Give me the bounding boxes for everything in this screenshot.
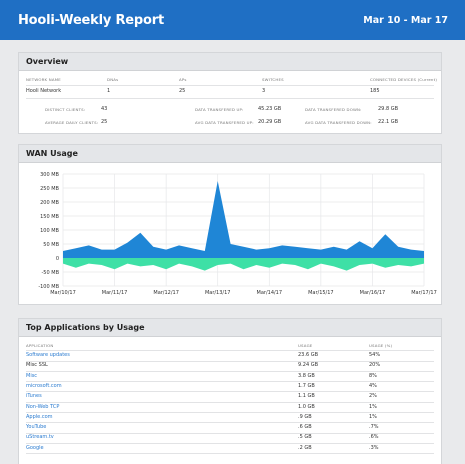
- stat-value-distinct-clients: 43: [101, 106, 108, 112]
- y-tick-label: 200 MB: [40, 200, 59, 206]
- stat-label-avg-data-down: AVG DATA TRANSFERED DOWN:: [305, 120, 372, 125]
- app-usage: 1.0 GB: [298, 403, 315, 410]
- col-switches: SWITCHES: [262, 77, 284, 82]
- apps-header-divider: [26, 350, 434, 351]
- app-usage-pct: 1%: [369, 403, 377, 410]
- overview-divider: [26, 85, 434, 86]
- col-usage: USAGE: [298, 343, 313, 348]
- report-header: Hooli-Weekly Report Mar 10 - Mar 17: [0, 0, 465, 40]
- wan-usage-card: WAN Usage 300 MB 250 MB 200 MB 150 MB 100 MB…: [18, 144, 442, 305]
- date-range: Mar 10 - Mar 17: [363, 14, 448, 26]
- overview-card: Overview NETWORK NAME DNAs APs SWITCHES …: [18, 52, 442, 134]
- app-usage: .5 GB: [298, 434, 312, 441]
- app-usage-pct: 1%: [369, 413, 377, 420]
- stat-value-data-up: 45.23 GB: [258, 106, 282, 112]
- col-aps: APs: [179, 77, 187, 82]
- aps-value: 25: [179, 88, 186, 94]
- app-usage-pct: 2%: [369, 393, 377, 400]
- x-tick-label: Mar/11/17: [102, 290, 128, 296]
- app-name[interactable]: Software updates: [26, 352, 70, 358]
- app-name[interactable]: iTunes: [26, 393, 42, 400]
- switches-value: 3: [262, 88, 266, 94]
- table-row-divider: [26, 370, 434, 372]
- stat-label-distinct-clients: DISTINCT CLIENTS:: [45, 107, 86, 112]
- wan-usage-chart: 300 MB 250 MB 200 MB 150 MB 100 MB 50 MB 0 -50 …: [38, 172, 437, 296]
- stat-label-data-down: DATA TRANSFERED DOWN:: [305, 107, 362, 112]
- table-row-divider: [26, 412, 434, 413]
- app-name[interactable]: YouTube: [26, 424, 47, 431]
- stat-value-avg-data-down: 22.1 GB: [378, 119, 399, 125]
- x-tick-label: Mar/14/17: [257, 290, 283, 296]
- y-tick-label: -100 MB: [38, 284, 59, 290]
- app-usage: 1.1 GB: [298, 393, 315, 400]
- overview-title: Overview: [19, 53, 441, 71]
- col-usage-pct: USAGE (%): [369, 343, 393, 348]
- table-row-divider: [26, 453, 434, 455]
- top-applications-card: Top Applications by Usage APPLICATION US…: [18, 318, 442, 464]
- app-usage: .9 GB: [298, 413, 312, 420]
- col-dnas: DNAs: [107, 77, 119, 82]
- app-name[interactable]: microsoft.com: [26, 382, 62, 389]
- stat-value-data-down: 29.8 GB: [378, 106, 399, 112]
- stat-label-avg-data-up: AVG DATA TRANSFERED UP:: [195, 120, 254, 125]
- network-name-value: Hooli Network: [26, 88, 62, 94]
- app-usage-pct: 8%: [369, 372, 377, 379]
- y-tick-label: 150 MB: [40, 214, 59, 220]
- app-usage: .2 GB: [298, 444, 312, 451]
- top-applications-title: Top Applications by Usage: [19, 319, 441, 337]
- app-usage: 1.7 GB: [298, 382, 315, 389]
- app-usage-pct: 20%: [369, 362, 381, 369]
- y-tick-label: 100 MB: [40, 228, 59, 234]
- y-tick-label: 0: [56, 256, 59, 262]
- col-connected-devices: CONNECTED DEVICES (Current): [370, 77, 438, 82]
- table-row-divider: [26, 381, 434, 383]
- wan-usage-title: WAN Usage: [19, 145, 441, 163]
- x-tick-label: Mar/17/17: [411, 290, 437, 296]
- app-usage: 23.6 GB: [298, 352, 319, 358]
- app-usage: .6 GB: [298, 424, 312, 431]
- table-row-divider: [26, 360, 434, 362]
- stat-value-avg-data-up: 20.29 GB: [258, 119, 282, 125]
- stat-value-avg-daily-clients: 25: [101, 119, 108, 125]
- table-row-divider: [26, 391, 434, 393]
- app-name[interactable]: Apple.com: [26, 413, 53, 420]
- y-tick-label: -50 MB: [42, 270, 60, 276]
- upload-area: [63, 181, 424, 258]
- y-tick-label: 250 MB: [40, 186, 59, 192]
- col-network-name: NETWORK NAME: [26, 77, 61, 82]
- y-tick-label: 50 MB: [43, 242, 59, 248]
- table-row-divider: [26, 401, 434, 403]
- app-usage-pct: 4%: [369, 382, 377, 389]
- app-name: Misc SSL: [26, 362, 48, 369]
- overview-divider-2: [26, 98, 434, 99]
- app-name[interactable]: uStream.tv: [26, 434, 54, 441]
- y-tick-label: 300 MB: [40, 172, 59, 178]
- connected-devices-value: 185: [370, 88, 380, 94]
- table-row-divider: [26, 432, 434, 434]
- stat-label-avg-daily-clients: AVERAGE DAILY CLIENTS:: [45, 120, 99, 125]
- x-tick-label: Mar/10/17: [50, 290, 76, 296]
- x-tick-label: Mar/16/17: [360, 290, 386, 296]
- x-tick-label: Mar/13/17: [205, 290, 231, 296]
- download-area: [63, 258, 424, 271]
- app-usage: 9.24 GB: [298, 362, 319, 369]
- col-application: APPLICATION: [26, 343, 54, 348]
- app-name[interactable]: Misc: [26, 372, 38, 379]
- x-tick-label: Mar/12/17: [153, 290, 179, 296]
- dnas-value: 1: [107, 88, 111, 94]
- app-name[interactable]: Google: [26, 444, 44, 451]
- app-usage-pct: .6%: [369, 434, 379, 441]
- app-usage: 3.8 GB: [298, 372, 315, 379]
- app-name[interactable]: Non-Web TCP: [26, 403, 60, 410]
- app-usage-pct: .7%: [369, 424, 379, 431]
- app-usage-pct: 54%: [369, 352, 381, 358]
- table-row-divider: [26, 422, 434, 424]
- stat-label-data-up: DATA TRANSFERED UP:: [195, 107, 244, 112]
- app-usage-pct: .3%: [369, 444, 379, 451]
- x-tick-label: Mar/15/17: [308, 290, 334, 296]
- report-title: Hooli-Weekly Report: [18, 12, 164, 28]
- table-row-divider: [26, 442, 434, 444]
